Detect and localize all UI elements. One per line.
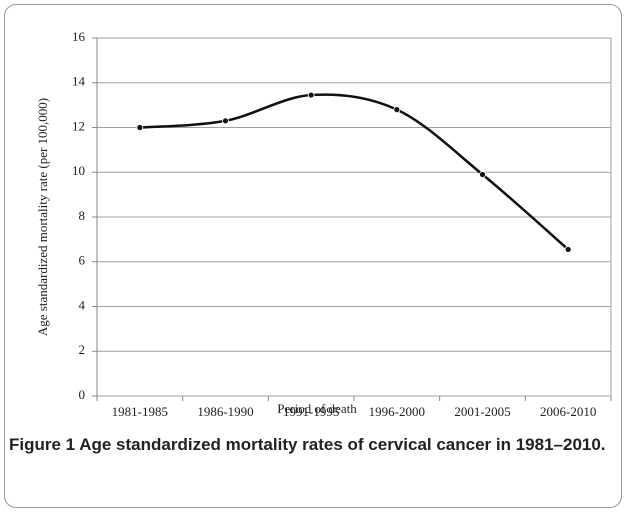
x-tick-label: 2001-2005: [454, 404, 510, 419]
y-tick-label: 4: [79, 297, 86, 312]
y-tick-label: 14: [72, 74, 86, 89]
x-tick-label: 1981-1985: [112, 404, 168, 419]
y-tick-label: 10: [72, 163, 85, 178]
x-tick-label: 1991-1995: [283, 404, 339, 419]
chart: Period of death Age standardized mortali…: [35, 29, 612, 419]
y-tick-label: 6: [79, 253, 86, 268]
caption-text: Age standardized mortality rates of cerv…: [79, 435, 606, 454]
y-tick-label: 8: [79, 208, 86, 223]
point: [564, 246, 572, 253]
x-tick-label: 2006-2010: [540, 404, 596, 419]
y-tick-label: 16: [72, 29, 86, 44]
line: [139, 93, 569, 251]
figure-border: [4, 4, 622, 508]
point: [307, 91, 315, 99]
point: [393, 106, 401, 113]
x-axis-label: Period of death: [277, 401, 357, 416]
x-tick-label: 1996-2000: [369, 404, 425, 419]
y-tick-label: 0: [79, 387, 86, 402]
point: [222, 117, 229, 125]
y-tick-label: 2: [79, 342, 86, 357]
caption-label: Figure 1: [9, 435, 76, 454]
caption: Figure 1 Age standardized mortality rate…: [9, 432, 614, 458]
y-axis-label: Age standardized mortality rate (per 100…: [35, 98, 50, 336]
y-tick-label: 12: [72, 118, 85, 133]
x-tick-label: 1986-1990: [197, 404, 253, 419]
point: [479, 171, 486, 178]
point: [136, 124, 144, 131]
